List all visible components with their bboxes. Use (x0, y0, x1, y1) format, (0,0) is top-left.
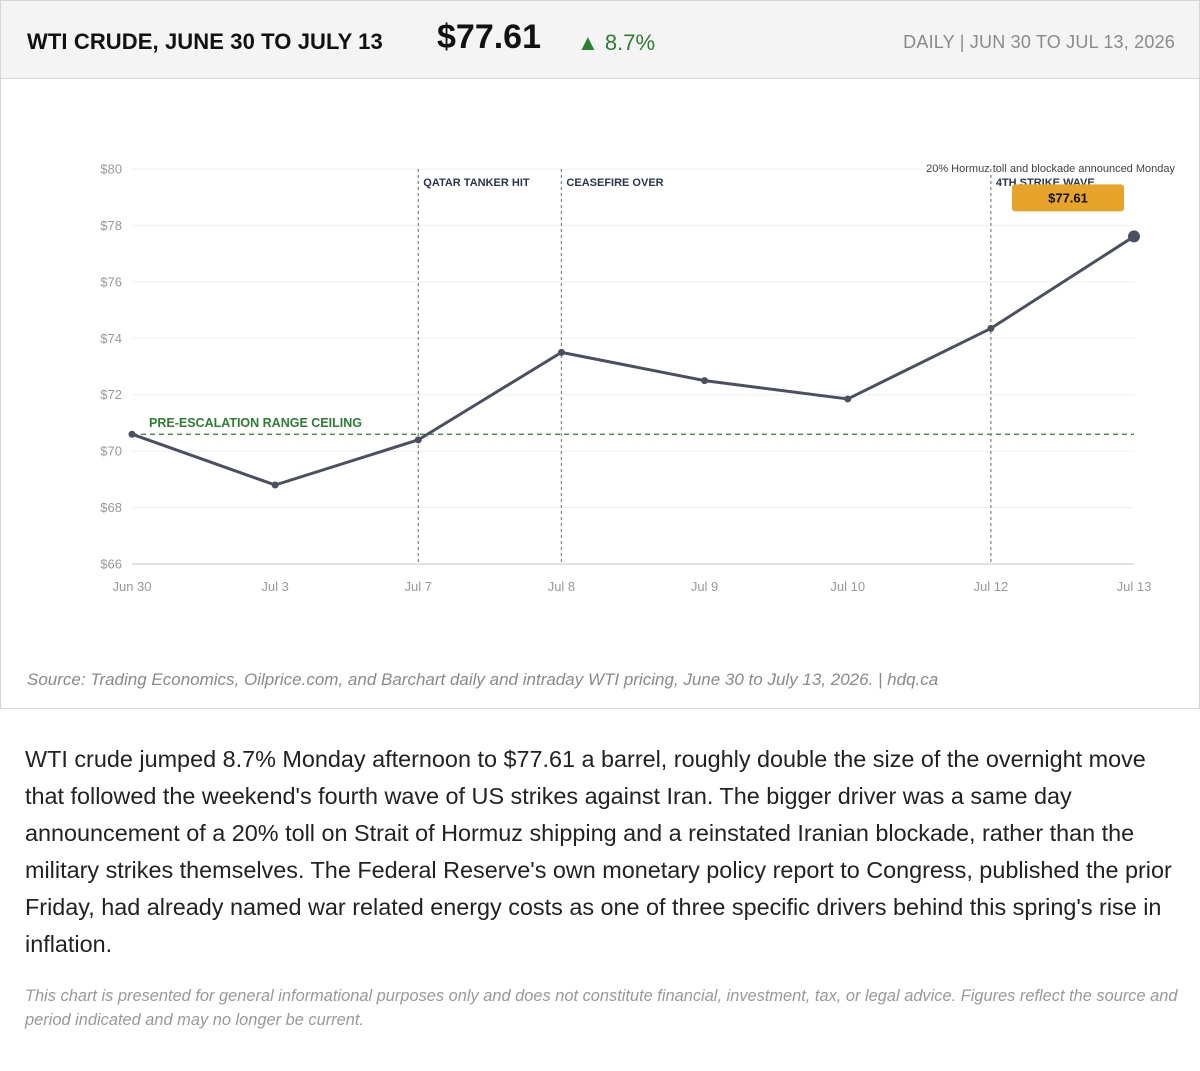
data-point (271, 481, 279, 489)
y-tick-label: $76 (100, 274, 122, 289)
event-label: CEASEFIRE OVER (566, 177, 663, 189)
x-tick-label: Jul 10 (830, 579, 865, 594)
event-markers: QATAR TANKER HIT CEASEFIRE OVER 4TH STRIKE… (417, 163, 1175, 564)
last-value-badge-group: $77.61 (1012, 184, 1124, 212)
data-point (414, 436, 422, 444)
reference-line-label: PRE-ESCALATION RANGE CEILING (149, 416, 362, 430)
x-axis-ticks: Jun 30 Jul 3 Jul 7 Jul 8 Jul 9 Jul 10 Jul 12 Ju… (112, 579, 1151, 594)
series-group (128, 230, 1140, 489)
period-meta: DAILY | JUN 30 TO JUL 13, 2026 (903, 32, 1175, 52)
y-tick-label: $74 (100, 331, 122, 346)
event-note: 20% Hormuz toll and blockade announced M… (926, 163, 1175, 175)
data-point (128, 430, 136, 438)
x-tick-label: Jul 13 (1117, 579, 1152, 594)
chart-card: WTI CRUDE, JUNE 30 TO JULY 13 $77.61 ▲ 8… (0, 0, 1200, 709)
x-tick-label: Jul 3 (261, 579, 288, 594)
data-point (844, 395, 852, 403)
y-tick-label: $78 (100, 218, 122, 233)
data-point (987, 324, 995, 332)
last-data-point (1128, 230, 1140, 243)
y-tick-label: $70 (100, 444, 122, 459)
grid-lines (132, 168, 1134, 565)
y-tick-label: $66 (100, 557, 122, 572)
y-tick-label: $68 (100, 500, 122, 515)
series-line (131, 235, 1135, 487)
chart-header: WTI CRUDE, JUNE 30 TO JULY 13 $77.61 ▲ 8… (1, 1, 1199, 79)
x-tick-label: Jul 8 (548, 579, 575, 594)
line-chart: $66 $68 $70 $72 $74 $76 $78 $80 Jun 30 Jul 3 Jul … (100, 162, 1175, 595)
x-tick-label: Jul 12 (974, 579, 1009, 594)
y-axis-ticks: $66 $68 $70 $72 $74 $76 $78 $80 (100, 162, 122, 572)
data-point (557, 348, 565, 356)
last-value-badge (1012, 184, 1124, 212)
price-change: ▲ 8.7% (577, 30, 656, 55)
x-tick-label: Jun 30 (112, 579, 151, 594)
last-value-label: $77.61 (1048, 190, 1088, 205)
source-note: Source: Trading Economics, Oilprice.com,… (27, 670, 939, 689)
chart-title: WTI CRUDE, JUNE 30 TO JULY 13 (27, 29, 383, 54)
current-price: $77.61 (437, 18, 541, 56)
reference-line-group: PRE-ESCALATION RANGE CEILING (132, 416, 1134, 435)
event-label: QATAR TANKER HIT (423, 177, 530, 189)
article-paragraph: WTI crude jumped 8.7% Monday afternoon t… (25, 746, 1172, 957)
y-tick-label: $72 (100, 387, 122, 402)
disclaimer: This chart is presented for general info… (25, 987, 1178, 1029)
x-tick-label: Jul 7 (405, 579, 432, 594)
data-point (701, 377, 709, 385)
y-tick-label: $80 (100, 162, 122, 177)
x-tick-label: Jul 9 (691, 579, 718, 594)
